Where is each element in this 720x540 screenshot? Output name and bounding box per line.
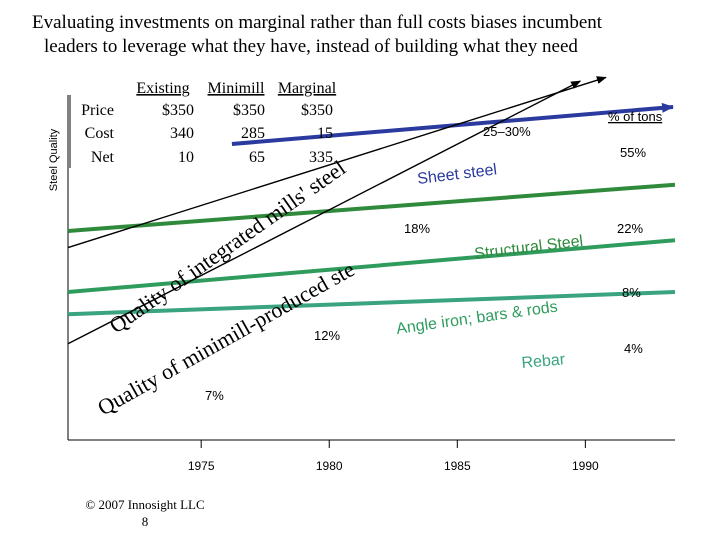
segment-label-structural-steel: Structural Steel	[473, 233, 584, 263]
share-label-angle-iron: 8%	[622, 285, 641, 300]
cost-table-cell: 10	[178, 149, 194, 166]
trajectory-line-minimill	[67, 80, 582, 345]
share-label-structural-steel: 22%	[617, 221, 643, 236]
segment-label-angle-iron: Angle iron; bars & rods	[395, 298, 559, 337]
slide-title-line-2: leaders to leverage what they have, inst…	[44, 36, 578, 57]
cost-table-row-label-cost: Cost	[85, 125, 115, 142]
cost-table-cell: $350	[162, 102, 194, 119]
trajectory-line-integrated-mills	[67, 76, 607, 249]
cost-table-row-label-net: Net	[91, 149, 115, 166]
share-column-header: % of tons	[608, 109, 663, 124]
cost-table-cell: 285	[241, 125, 265, 142]
trajectory-label-minimill-text: Quality of minimill-produced steel	[0, 0, 359, 420]
cost-table-cell: 65	[249, 149, 265, 166]
annotation-18-percent: 18%	[404, 221, 430, 236]
cost-table-cell: 340	[170, 125, 194, 142]
trajectory-label-integrated-mills: Quality of integrated mills' steel	[104, 155, 350, 338]
cost-table-cell: $350	[233, 102, 265, 119]
segment-line-angle-iron-bars-rods	[67, 238, 676, 294]
annotation-12-percent: 12%	[314, 328, 340, 343]
segment-label-sheet-steel: Sheet steel	[416, 161, 498, 188]
cost-table-header-existing: Existing	[136, 80, 189, 97]
share-label-sheet-steel: 55%	[620, 145, 646, 160]
trajectory-label-integrated-mills-text: Quality of integrated mills' steel	[104, 155, 350, 338]
cost-table: Existing Minimill Marginal Price $350 $3…	[69, 80, 337, 168]
cost-table-header-minimill: Minimill	[208, 80, 265, 97]
x-axis-ticks: 1975 1980 1985 1990	[188, 440, 599, 473]
annotation-25-30-percent: 25–30%	[483, 124, 531, 139]
trajectory-label-minimill: Quality of minimill-produced steel	[0, 0, 359, 420]
cost-table-header-marginal: Marginal	[278, 80, 337, 97]
footer-page-number: 8	[142, 514, 149, 529]
segment-label-rebar: Rebar	[521, 351, 567, 372]
x-tick-label: 1975	[188, 459, 215, 473]
slide-title-line-1: Evaluating investments on marginal rathe…	[32, 12, 603, 33]
segment-line-rebar	[67, 290, 676, 317]
annotation-7-percent: 7%	[205, 388, 224, 403]
quality-trajectories	[67, 76, 607, 345]
segment-line-structural-steel	[67, 182, 676, 233]
market-segment-lines	[67, 102, 676, 317]
cost-table-cell: $350	[301, 102, 333, 119]
x-tick-label: 1990	[572, 459, 599, 473]
footer-copyright: © 2007 Innosight LLC	[85, 497, 204, 512]
share-label-rebar: 4%	[624, 341, 643, 356]
cost-table-cell: 335	[309, 149, 333, 166]
cost-table-cell: 15	[317, 125, 333, 142]
y-axis-label: Steel Quality	[48, 128, 60, 191]
chart-axes: Steel Quality	[48, 95, 675, 441]
cost-table-row-label-price: Price	[81, 102, 114, 119]
x-tick-label: 1980	[316, 459, 343, 473]
x-tick-label: 1985	[444, 459, 471, 473]
